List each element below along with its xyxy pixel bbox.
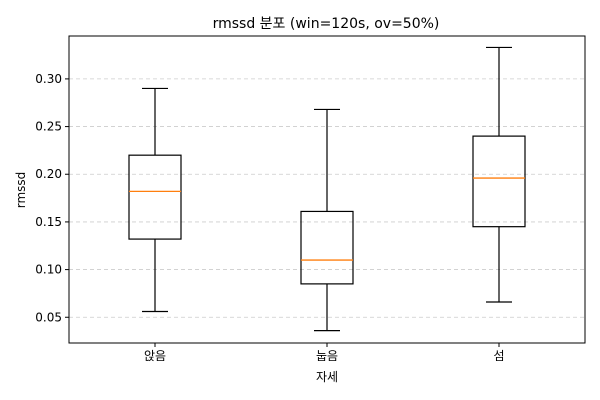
- y-tick-label: 0.15: [35, 215, 62, 229]
- x-tick-label: 앉음: [144, 349, 166, 363]
- x-axis-ticks: 앉음 눕음 섬: [144, 343, 505, 363]
- y-axis-ticks: 0.05 0.10 0.15 0.20 0.25 0.30: [35, 72, 69, 324]
- y-axis-label: rmssd: [14, 172, 28, 209]
- y-tick-label: 0.05: [35, 310, 62, 324]
- x-tick-label: 눕음: [316, 349, 338, 363]
- box-1: [128, 87, 182, 313]
- box-3: [472, 46, 526, 303]
- box-2: [300, 108, 354, 332]
- y-tick-label: 0.20: [35, 167, 62, 181]
- y-tick-label: 0.30: [35, 72, 62, 86]
- y-tick-label: 0.10: [35, 263, 62, 277]
- box-iqr: [128, 154, 182, 240]
- x-axis-label: 자세: [316, 370, 338, 384]
- chart-title: rmssd 분포 (win=120s, ov=50%): [213, 16, 440, 32]
- box-iqr: [300, 210, 354, 285]
- box-plots: [128, 46, 526, 332]
- y-tick-label: 0.25: [35, 120, 62, 134]
- x-tick-label: 섬: [493, 349, 504, 363]
- box-iqr: [472, 135, 526, 228]
